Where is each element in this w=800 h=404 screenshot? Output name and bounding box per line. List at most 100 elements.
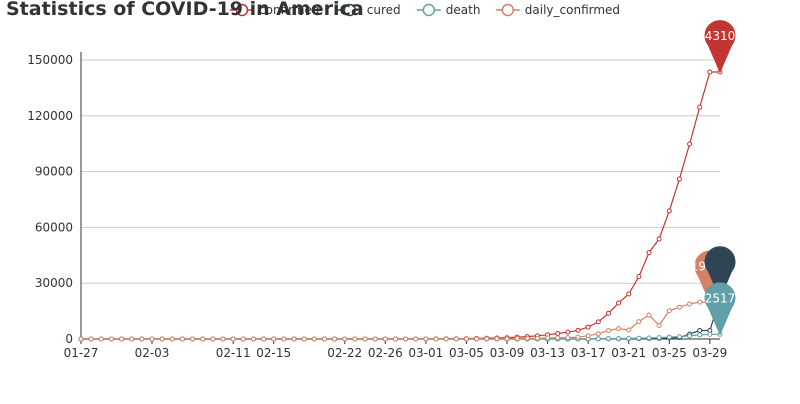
data-point-death[interactable]: [616, 336, 622, 342]
data-point-daily_confirmed[interactable]: [352, 336, 358, 342]
data-point-daily_confirmed[interactable]: [636, 319, 642, 325]
data-point-daily_confirmed[interactable]: [149, 336, 155, 342]
data-point-death[interactable]: [666, 334, 672, 340]
data-point-confirmed[interactable]: [707, 69, 713, 75]
data-point-death[interactable]: [595, 336, 601, 342]
data-point-daily_confirmed[interactable]: [443, 336, 449, 342]
data-point-daily_confirmed[interactable]: [534, 335, 540, 341]
legend-label-cured[interactable]: cured: [367, 3, 401, 17]
data-point-daily_confirmed[interactable]: [565, 335, 571, 341]
data-point-daily_confirmed[interactable]: [595, 331, 601, 337]
data-point-death[interactable]: [605, 336, 611, 342]
data-point-daily_confirmed[interactable]: [261, 336, 267, 342]
data-point-daily_confirmed[interactable]: [403, 336, 409, 342]
legend-swatch-confirmed[interactable]: [235, 3, 249, 17]
data-point-daily_confirmed[interactable]: [291, 336, 297, 342]
data-point-daily_confirmed[interactable]: [210, 336, 216, 342]
data-point-daily_confirmed[interactable]: [616, 326, 622, 332]
data-point-death[interactable]: [687, 333, 693, 339]
data-point-daily_confirmed[interactable]: [524, 335, 530, 341]
data-point-death[interactable]: [676, 334, 682, 340]
data-point-daily_confirmed[interactable]: [545, 335, 551, 341]
data-point-daily_confirmed[interactable]: [575, 334, 581, 340]
data-point-daily_confirmed[interactable]: [585, 333, 591, 339]
data-point-confirmed[interactable]: [575, 327, 581, 333]
marker-pin-death[interactable]: [704, 282, 736, 336]
data-point-daily_confirmed[interactable]: [179, 336, 185, 342]
legend-label-daily_confirmed[interactable]: daily_confirmed: [525, 3, 620, 17]
data-point-daily_confirmed[interactable]: [230, 336, 236, 342]
legend-label-death[interactable]: death: [446, 3, 481, 17]
data-point-daily_confirmed[interactable]: [271, 336, 277, 342]
data-point-death[interactable]: [707, 331, 713, 337]
data-point-death[interactable]: [697, 332, 703, 338]
data-point-daily_confirmed[interactable]: [423, 336, 429, 342]
data-point-death[interactable]: [636, 335, 642, 341]
data-point-death[interactable]: [656, 335, 662, 341]
marker-pin-cured[interactable]: [704, 246, 736, 300]
data-point-daily_confirmed[interactable]: [484, 336, 490, 342]
data-point-daily_confirmed[interactable]: [687, 301, 693, 307]
data-point-confirmed[interactable]: [656, 236, 662, 242]
data-point-daily_confirmed[interactable]: [504, 336, 510, 342]
data-point-confirmed[interactable]: [605, 310, 611, 316]
data-point-daily_confirmed[interactable]: [169, 336, 175, 342]
data-point-daily_confirmed[interactable]: [139, 336, 145, 342]
data-point-daily_confirmed[interactable]: [413, 336, 419, 342]
data-point-daily_confirmed[interactable]: [463, 336, 469, 342]
data-point-daily_confirmed[interactable]: [281, 336, 287, 342]
data-point-daily_confirmed[interactable]: [98, 336, 104, 342]
data-point-daily_confirmed[interactable]: [321, 336, 327, 342]
data-point-confirmed[interactable]: [687, 141, 693, 147]
legend-swatch-cured[interactable]: [343, 3, 357, 17]
data-point-daily_confirmed[interactable]: [433, 336, 439, 342]
data-point-daily_confirmed[interactable]: [108, 336, 114, 342]
legend[interactable]: confirmed cured death daily_confirmed: [230, 3, 620, 17]
data-point-cured[interactable]: [697, 328, 703, 334]
data-point-daily_confirmed[interactable]: [382, 336, 388, 342]
legend-swatch-death[interactable]: [422, 3, 436, 17]
data-point-daily_confirmed[interactable]: [555, 335, 561, 341]
data-point-daily_confirmed[interactable]: [88, 336, 94, 342]
data-point-daily_confirmed[interactable]: [697, 299, 703, 305]
data-point-daily_confirmed[interactable]: [494, 336, 500, 342]
data-point-daily_confirmed[interactable]: [605, 327, 611, 333]
data-point-daily_confirmed[interactable]: [78, 336, 84, 342]
data-point-confirmed[interactable]: [555, 331, 561, 337]
data-point-daily_confirmed[interactable]: [200, 336, 206, 342]
data-point-confirmed[interactable]: [595, 319, 601, 325]
marker-pin-confirmed[interactable]: [704, 20, 736, 74]
legend-swatch-daily_confirmed[interactable]: [501, 3, 515, 17]
data-point-daily_confirmed[interactable]: [372, 336, 378, 342]
data-point-daily_confirmed[interactable]: [342, 336, 348, 342]
data-point-daily_confirmed[interactable]: [666, 308, 672, 314]
data-point-daily_confirmed[interactable]: [190, 336, 196, 342]
data-point-daily_confirmed[interactable]: [250, 336, 256, 342]
data-point-daily_confirmed[interactable]: [474, 336, 480, 342]
data-point-daily_confirmed[interactable]: [656, 322, 662, 328]
data-point-confirmed[interactable]: [697, 104, 703, 110]
data-point-confirmed[interactable]: [646, 250, 652, 256]
data-point-daily_confirmed[interactable]: [453, 336, 459, 342]
data-point-daily_confirmed[interactable]: [332, 336, 338, 342]
legend-label-confirmed[interactable]: confirmed: [259, 3, 320, 17]
data-point-confirmed[interactable]: [616, 300, 622, 306]
data-point-daily_confirmed[interactable]: [240, 336, 246, 342]
data-point-confirmed[interactable]: [585, 324, 591, 330]
data-point-confirmed[interactable]: [636, 274, 642, 280]
data-point-daily_confirmed[interactable]: [676, 304, 682, 310]
data-point-daily_confirmed[interactable]: [646, 312, 652, 318]
data-point-daily_confirmed[interactable]: [311, 336, 317, 342]
data-point-death[interactable]: [646, 335, 652, 341]
data-point-daily_confirmed[interactable]: [626, 327, 632, 333]
data-point-daily_confirmed[interactable]: [159, 336, 165, 342]
data-point-confirmed[interactable]: [565, 329, 571, 335]
data-point-daily_confirmed[interactable]: [119, 336, 125, 342]
data-point-confirmed[interactable]: [676, 176, 682, 182]
data-point-confirmed[interactable]: [626, 291, 632, 297]
data-point-daily_confirmed[interactable]: [220, 336, 226, 342]
data-point-daily_confirmed[interactable]: [129, 336, 135, 342]
data-point-daily_confirmed[interactable]: [392, 336, 398, 342]
data-point-confirmed[interactable]: [666, 208, 672, 214]
data-point-daily_confirmed[interactable]: [514, 335, 520, 341]
